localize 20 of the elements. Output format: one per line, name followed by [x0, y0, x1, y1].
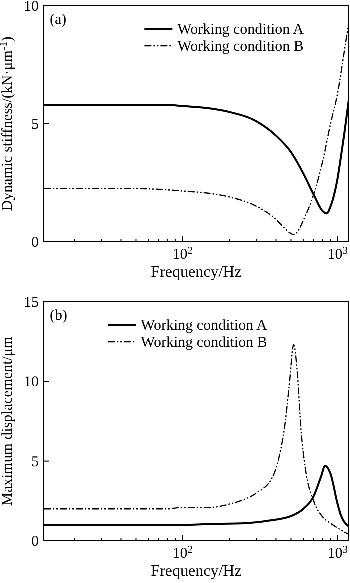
- x-tick-label: 10$^{2}$: [172, 246, 194, 263]
- annotation: (b): [50, 308, 68, 324]
- legend-label: Working condition A: [141, 318, 268, 334]
- legend-label: Working condition A: [178, 22, 304, 38]
- y-tick-label: 0: [32, 534, 39, 550]
- y-tick-label: 10: [24, 0, 39, 15]
- y-axis-title: Maximum displacement/μm: [0, 336, 16, 506]
- y-tick-label: 15: [24, 295, 39, 311]
- x-tick-label: 10$^{3}$: [328, 246, 348, 263]
- x-axis-title: Frequency/Hz: [151, 264, 242, 281]
- legend-label: Working condition B: [141, 335, 268, 351]
- y-tick-label: 5: [32, 454, 39, 470]
- y-tick-label: 5: [32, 117, 39, 133]
- x-axis-title: Frequency/Hz: [151, 563, 242, 580]
- annotation: (a): [50, 12, 67, 28]
- y-tick-label: 10: [24, 374, 39, 391]
- y-tick-label: 0: [32, 235, 39, 251]
- legend-label: Working condition B: [178, 39, 304, 55]
- x-tick-label: 10$^{2}$: [172, 544, 194, 562]
- x-tick-label: 10$^{3}$: [328, 544, 348, 562]
